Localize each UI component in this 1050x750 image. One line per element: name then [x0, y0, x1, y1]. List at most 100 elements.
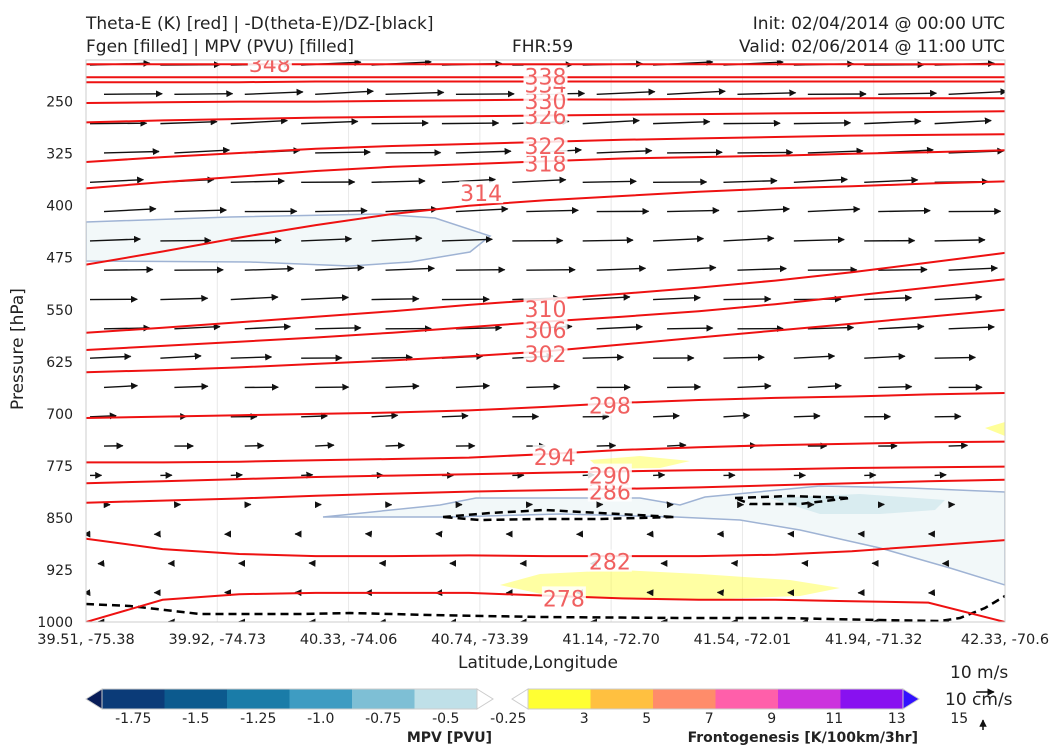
wind-arrow: [174, 206, 227, 214]
colorbar-swatch: [227, 689, 290, 709]
wind-arrow: [385, 89, 445, 97]
wind-arrow: [371, 412, 399, 420]
axes: 250 325 400 475 550 625 700 775 850 925 100039.51,…: [37, 95, 1049, 648]
theta-e-label-bg: [587, 393, 632, 416]
x-tick-label: 41.14, -72.70: [562, 632, 659, 648]
wind-arrow: [653, 412, 680, 420]
wind-arrow: [948, 88, 1005, 96]
wind-arrow: [526, 206, 579, 214]
y-axis-label: Pressure [hPa]: [8, 288, 28, 410]
x-tick-label: 41.54, -72.01: [694, 632, 791, 648]
wind-arrow: [878, 383, 913, 391]
wind-arrow: [441, 412, 469, 420]
wind-arrow: [596, 265, 647, 273]
plot-area: 2782822862902942983023063103143183223263…: [86, 53, 1005, 622]
colorbar-tick: 7: [705, 711, 714, 727]
colorbar-swatch: [778, 689, 841, 709]
y-tick-label: 475: [46, 251, 73, 267]
wind-arrow: [582, 177, 637, 185]
theta-e-label: 348: [249, 53, 291, 78]
colorbar-tick: 3: [580, 711, 589, 727]
wind-arrow: [89, 353, 132, 361]
wind-arrow: [948, 323, 995, 331]
wind-arrow: [737, 382, 772, 390]
wind-arrow: [315, 207, 368, 215]
colorbar-swatch: [590, 689, 653, 709]
colorbar-tick: -0.25: [490, 711, 526, 727]
wind-arrow: [230, 293, 279, 301]
wind-arrow: [385, 265, 435, 273]
theta-e-label: 322: [525, 135, 567, 160]
wind-arrow: [244, 88, 304, 96]
colorbar-swatch: [414, 689, 477, 709]
colorbar-title: Frontogenesis [K/100km/3hr]: [688, 730, 918, 746]
wind-arrow: [667, 207, 720, 215]
wind-arrow: [864, 117, 922, 125]
wind-arrow: [667, 441, 687, 449]
theta-e-label: 314: [460, 182, 502, 207]
y-tick-label: 250: [46, 95, 73, 111]
wind-arrow: [723, 412, 751, 420]
wind-arrow: [315, 148, 371, 156]
wind-arrow: [934, 117, 992, 125]
wind-arrow: [174, 323, 221, 331]
theta-e-label-bg: [523, 64, 568, 87]
wind-arrow: [301, 471, 314, 479]
title-line-1: Theta-E (K) [red] | -D(theta-E)/DZ-[blac…: [86, 14, 434, 34]
wind-arrow: [455, 205, 509, 213]
y-tick-label: 550: [46, 303, 73, 319]
colorbar-tick: 11: [825, 711, 843, 727]
wind-arrow: [371, 177, 426, 185]
colorbar-tick: 13: [888, 711, 906, 727]
theta-e-label-bg: [247, 60, 292, 75]
wind-arrow: [723, 353, 765, 361]
colorbar-tick: -0.75: [365, 711, 401, 727]
wind-arrow: [737, 89, 797, 97]
wind-arrow: [737, 265, 787, 273]
wind-arrow: [596, 442, 617, 450]
wind-arrow: [174, 146, 231, 154]
theta-e-label: 302: [525, 343, 567, 368]
wind-arrow: [807, 205, 861, 213]
y-tick-label: 925: [46, 563, 73, 579]
wind-arrow: [653, 235, 705, 243]
wind-arrow: [441, 236, 493, 243]
wind-arrow: [723, 295, 772, 303]
y-tick-label: 400: [46, 199, 73, 215]
wind-arrow: [89, 412, 117, 420]
wind-arrow: [103, 382, 139, 390]
colorbar-tick: -1.25: [240, 711, 276, 727]
theta-e-contour: [86, 465, 1005, 485]
init-time: Init: 02/04/2014 @ 00:00 UTC: [752, 14, 1005, 34]
theta-e-label: 278: [543, 587, 585, 612]
theta-e-label-bg: [587, 549, 632, 572]
wind-arrow: [793, 352, 836, 360]
theta-e-label-bg: [587, 463, 632, 486]
colorbar-swatch: [289, 689, 352, 709]
colorbar-tick: -1.0: [307, 711, 334, 727]
wind-arrow: [385, 382, 420, 390]
theta-e-label: 294: [534, 446, 576, 471]
wind-arrow: [455, 147, 512, 155]
wind-arrow: [371, 354, 413, 362]
colorbar-tick: 9: [767, 711, 776, 727]
colorbar-tick: -1.75: [115, 711, 151, 727]
valid-time: Valid: 02/06/2014 @ 11:00 UTC: [739, 37, 1005, 57]
wind-arrow: [371, 235, 423, 242]
wind-arrow: [230, 471, 243, 479]
colorbar-title: MPV [PVU]: [407, 730, 492, 746]
wind-arrow: [89, 235, 142, 243]
mpv-region-upper: [86, 213, 492, 267]
wind-arrow: [455, 324, 503, 332]
theta-e-label-bg: [541, 586, 586, 609]
wind-arrow: [315, 87, 374, 96]
theta-e-contour: [86, 537, 1005, 558]
wind-arrow: [807, 324, 855, 332]
theta-e-label: 298: [589, 395, 631, 420]
wind-arrow: [667, 88, 726, 96]
colorbar-swatch: [840, 689, 903, 709]
theta-e-label-bg: [523, 134, 568, 157]
wind-arrow: [301, 118, 359, 126]
theta-e-contour: [86, 478, 1005, 504]
theta-e-label-bg: [523, 297, 568, 320]
